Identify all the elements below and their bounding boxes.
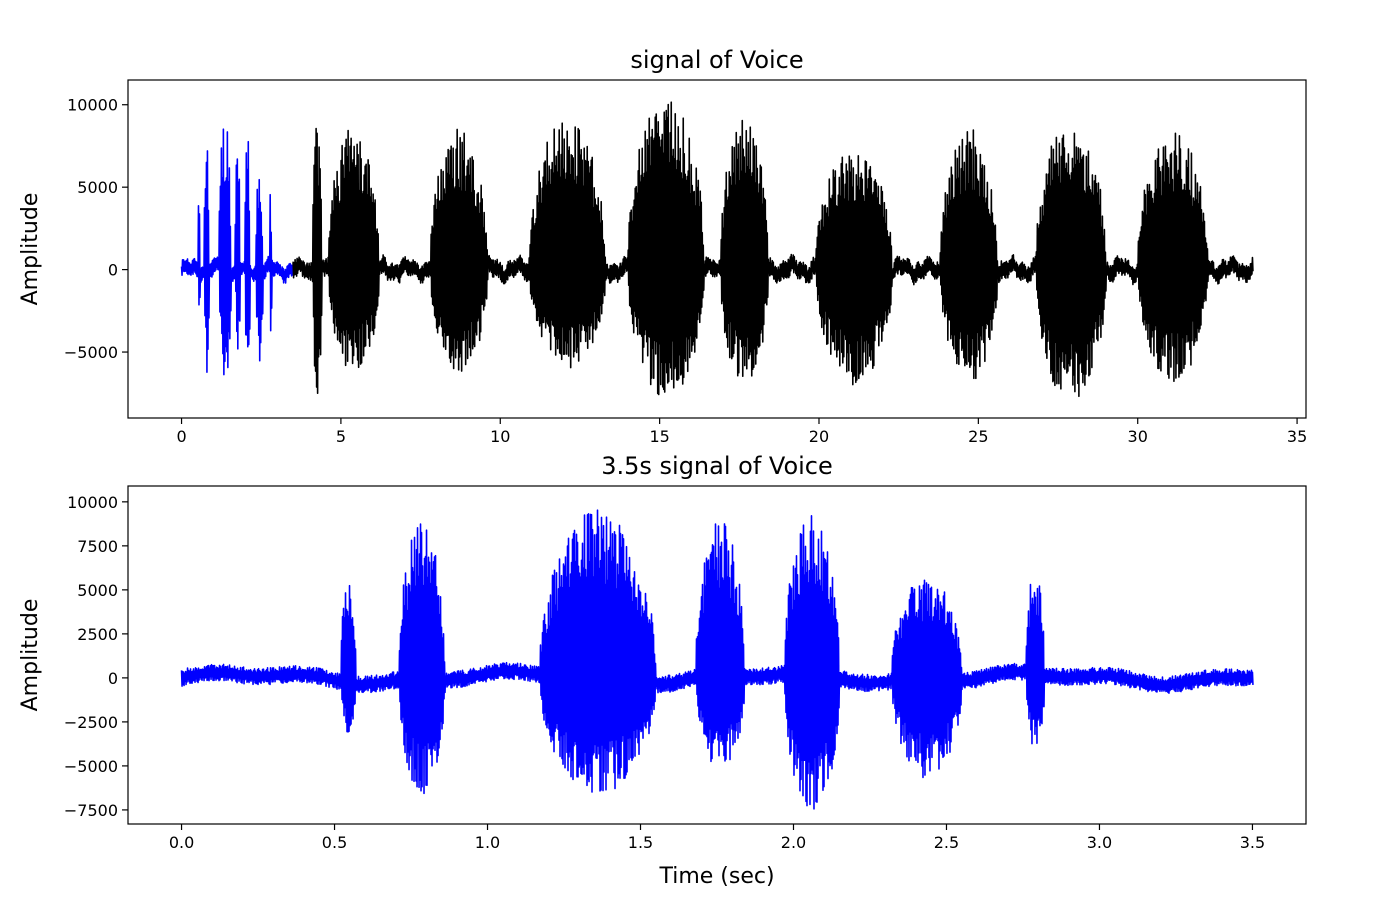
plot-frame xyxy=(127,79,1307,419)
x-tick-label: 5 xyxy=(336,427,346,446)
chart-full-signal: signal of Voice Amplitude 0 5 10 15 20 25 30 35… xyxy=(18,46,1307,446)
x-tick-label: 0.0 xyxy=(169,833,194,852)
series-line-0 xyxy=(180,509,1254,810)
x-tick-label: 10 xyxy=(490,427,510,446)
y-tick-label: 7500 xyxy=(77,537,118,556)
chart-title: signal of Voice xyxy=(630,46,803,74)
y-tick-label: 0 xyxy=(108,261,118,280)
y-tick-label: 5000 xyxy=(77,581,118,600)
x-tick-label: 1.5 xyxy=(628,833,653,852)
x-tick-label: 15 xyxy=(649,427,669,446)
x-tick-label: 2.0 xyxy=(781,833,806,852)
y-tick-label: 2500 xyxy=(77,625,118,644)
x-tick-label: 20 xyxy=(809,427,829,446)
chart-zoomed-signal: 3.5s signal of Voice Amplitude Time (sec… xyxy=(18,452,1307,889)
chart-title: 3.5s signal of Voice xyxy=(601,452,833,480)
y-tick-label: 10000 xyxy=(67,96,118,115)
y-axis-label: Amplitude xyxy=(18,599,43,712)
y-tick-label: 0 xyxy=(108,669,118,688)
x-tick-label: 0 xyxy=(176,427,186,446)
plot-frame xyxy=(127,485,1307,825)
x-tick-label: 2.5 xyxy=(934,833,959,852)
x-tick-label: 30 xyxy=(1128,427,1148,446)
y-tick-label: −5000 xyxy=(64,757,118,776)
y-tick-label: −2500 xyxy=(64,713,118,732)
y-tick-label: 5000 xyxy=(77,178,118,197)
series-line-0 xyxy=(180,128,295,376)
x-tick-label: 3.0 xyxy=(1087,833,1112,852)
x-axis-label: Time (sec) xyxy=(658,864,774,889)
x-tick-label: 25 xyxy=(968,427,988,446)
series-line-1 xyxy=(292,101,1254,398)
x-tick-label: 0.5 xyxy=(322,833,347,852)
y-tick-label: −7500 xyxy=(64,801,118,820)
y-tick-label: 10000 xyxy=(67,493,118,512)
y-tick-label: −5000 xyxy=(64,343,118,362)
x-tick-label: 1.0 xyxy=(475,833,500,852)
x-tick-label: 35 xyxy=(1287,427,1307,446)
x-tick-label: 3.5 xyxy=(1240,833,1265,852)
y-axis-label: Amplitude xyxy=(18,193,43,306)
